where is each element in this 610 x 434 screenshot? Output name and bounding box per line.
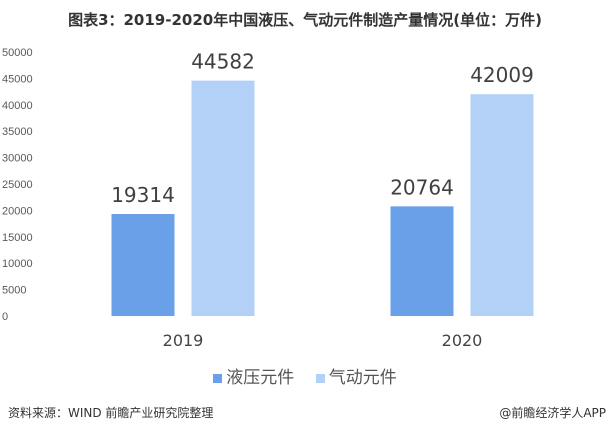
data-label: 44582 — [191, 50, 255, 74]
legend-swatch-0 — [213, 373, 223, 383]
legend-item-0: 液压元件 — [213, 363, 294, 388]
data-label: 42009 — [470, 63, 534, 87]
y-tick-label: 10000 — [2, 258, 33, 270]
y-tick-label: 5000 — [2, 285, 26, 297]
legend-item-1: 气动元件 — [315, 363, 397, 388]
x-tick-label: 2019 — [163, 331, 204, 350]
legend-label-0: 液压元件 — [226, 368, 295, 388]
source-note: 资料来源：WIND 前瞻产业研究院整理 — [8, 406, 214, 420]
y-tick-label: 35000 — [2, 126, 33, 138]
y-tick-label: 40000 — [2, 100, 33, 112]
data-label: 20764 — [390, 175, 454, 199]
bar-2019-1 — [191, 80, 255, 316]
legend-label-1: 气动元件 — [328, 368, 397, 388]
data-label: 19314 — [111, 183, 175, 207]
bar-chart: 0 5000 10000 15000 20000 25000 30000 35000 40000… — [2, 47, 534, 350]
y-tick-label: 50000 — [2, 47, 33, 59]
credit-note: @前瞻经济学人APP — [499, 406, 606, 420]
y-tick-label: 45000 — [2, 73, 33, 85]
y-tick-label: 0 — [2, 311, 8, 323]
bar-2020-0 — [390, 206, 454, 316]
bar-2020-1 — [470, 94, 534, 317]
x-tick-label: 2020 — [442, 331, 483, 350]
y-tick-label: 25000 — [2, 179, 33, 191]
legend: 液压元件 气动元件 — [0, 363, 610, 388]
chart-title: 图表3：2019-2020年中国液压、气动元件制造产量情况(单位：万件) — [68, 11, 542, 29]
y-tick-label: 15000 — [2, 232, 33, 244]
y-tick-label: 20000 — [2, 205, 33, 217]
bar-2019-0 — [111, 214, 175, 316]
y-tick-label: 30000 — [2, 153, 33, 165]
legend-swatch-1 — [315, 373, 325, 383]
